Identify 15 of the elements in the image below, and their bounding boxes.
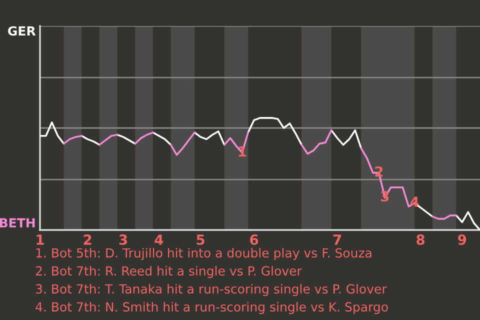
x-tick-label: 3	[119, 234, 127, 245]
text: GER	[8, 26, 36, 36]
text: 3. Bot 7th: T. Tanaka hit a run-scoring single vs P. Glover	[36, 284, 387, 296]
text: 1. Bot 5th: D. Trujillo hit into a double play vs F. Souza	[36, 248, 372, 260]
text: BETH	[0, 218, 35, 228]
x-tick-label: 1	[36, 234, 44, 245]
x-tick-label: 6	[250, 234, 258, 245]
x-tick-label: 5	[196, 234, 204, 245]
x-tick-label: 9	[458, 234, 466, 245]
x-tick-label: 2	[84, 234, 92, 245]
x-tick-label: 4	[154, 234, 164, 245]
x-tick-label: 8	[416, 234, 425, 245]
text: 4. Bot 7th: N. Smith hit a run-scoring single vs K. Spargo	[36, 302, 388, 314]
text: 2. Bot 7th: R. Reed hit a single vs P. Glover	[36, 266, 302, 278]
x-tick-label: 7	[333, 234, 342, 245]
